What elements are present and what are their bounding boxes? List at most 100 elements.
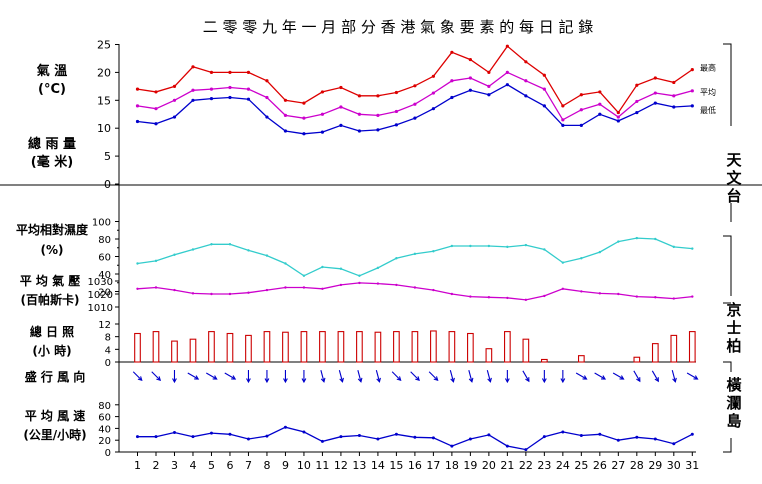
temp-point (487, 93, 491, 97)
wind-speed-tick-label: 40 (98, 424, 111, 435)
wind-arrow-head (172, 378, 177, 384)
day-label: 12 (334, 459, 348, 472)
day-label: 7 (245, 459, 252, 472)
temp-point (228, 85, 232, 90)
wind-arrow-head (654, 377, 659, 383)
station-char: 瀾 (726, 394, 741, 412)
temp-point (135, 104, 140, 108)
wind-speed-point (394, 432, 398, 436)
wind-arrow-head (601, 375, 607, 380)
temp-point (487, 84, 491, 88)
temp-point (135, 119, 140, 124)
wind-arrow-shaft (132, 371, 143, 381)
temp-point (542, 87, 546, 91)
wind-speed-point (431, 436, 435, 440)
sunshine-tick-label: 12 (98, 320, 111, 331)
wind-arrow-head (672, 377, 677, 383)
temp-point (394, 109, 399, 114)
pressure-point (321, 287, 324, 290)
sunshine-bar (282, 331, 289, 363)
temp-tick-label: 15 (97, 94, 111, 107)
humidity-point (136, 262, 139, 265)
humidity-point (154, 259, 158, 263)
wind-arrow-head (396, 376, 402, 382)
humidity-tick-label: 20 (98, 288, 111, 299)
station-char: 京 (726, 301, 741, 319)
pressure-point (561, 287, 565, 290)
wind-speed-point (339, 435, 343, 439)
sunshine-bar (522, 338, 530, 363)
temp-point (209, 97, 214, 101)
temp-point (246, 70, 251, 74)
wind-arrow-head (582, 375, 588, 380)
wind-speed-point (357, 433, 361, 437)
temp-point (524, 79, 528, 83)
sunshine-unit: (小 時) (32, 343, 71, 358)
wind-arrow-shaft (612, 372, 624, 380)
temp-point (672, 80, 676, 85)
wind-speed-point (172, 431, 176, 435)
temp-point (598, 90, 602, 94)
pressure-point (413, 286, 417, 289)
wind-speed-point (561, 430, 565, 434)
temp-point (357, 129, 362, 133)
station-char: 天 (726, 151, 742, 169)
temp-point (690, 89, 694, 93)
temp-point (154, 107, 158, 111)
sunshine-bar (670, 334, 678, 363)
wind-arrow-head (264, 378, 270, 384)
temp-point (246, 97, 251, 101)
sunshine-bar (152, 331, 160, 363)
temp-point (283, 113, 288, 117)
wind-speed-point (302, 430, 306, 434)
wind-arrow-head (541, 378, 547, 384)
sunshine-bar (577, 355, 585, 363)
temp-point (690, 68, 694, 72)
humidity-unit: (%) (41, 243, 64, 257)
temp-legend-0: 最高 (700, 63, 716, 73)
wind-arrow-head (487, 377, 492, 383)
wind-arrow-head (504, 378, 510, 384)
temp-line-1 (137, 71, 693, 121)
day-label: 18 (445, 459, 459, 472)
wind-speed-point (524, 448, 528, 452)
wind-speed-point (598, 432, 602, 436)
humidity-point (543, 248, 546, 251)
wind-arrow-head (320, 377, 326, 383)
wind-arrow-shaft (338, 370, 344, 382)
temp-point (450, 79, 454, 83)
temp-point (653, 91, 657, 95)
bracket-kings-park (723, 203, 732, 296)
temp-point (246, 87, 251, 91)
wind-speed-tick-label: 0 (105, 448, 111, 459)
panel-labels: 氣 溫 (°C) 總 雨 量 (毫 米) 平均相對濕度 (%) 平 均 氣 壓 … (16, 63, 89, 442)
day-label: 14 (371, 459, 385, 472)
wind-speed-point (265, 434, 269, 438)
temp-point (154, 122, 158, 126)
sunshine-bar (393, 331, 400, 363)
temp-point (394, 90, 399, 95)
wind-speed-point (135, 435, 139, 439)
wind-arrow-head (301, 378, 307, 384)
wind-arrow-head (194, 375, 200, 380)
wind-arrow-shaft (686, 372, 698, 380)
sunshine-tick-label: 0 (105, 358, 111, 369)
day-label: 2 (152, 459, 159, 472)
sunshine-bar (485, 348, 493, 363)
temp-point (172, 115, 177, 119)
humidity-point (487, 244, 491, 248)
wind-arrow-head (357, 377, 363, 383)
sunshine-bar (171, 340, 178, 363)
temp-point (413, 102, 417, 106)
day-label: 28 (630, 459, 644, 472)
temp-point (394, 123, 399, 127)
wind-arrow-shaft (428, 371, 439, 381)
wind-speed-point (376, 437, 380, 441)
sunshine-bar (356, 331, 363, 363)
pressure-point (432, 288, 435, 292)
humidity-point (580, 257, 583, 260)
temp-point (320, 112, 325, 116)
humidity-tick-label: 80 (98, 235, 111, 246)
temp-point (413, 84, 417, 88)
